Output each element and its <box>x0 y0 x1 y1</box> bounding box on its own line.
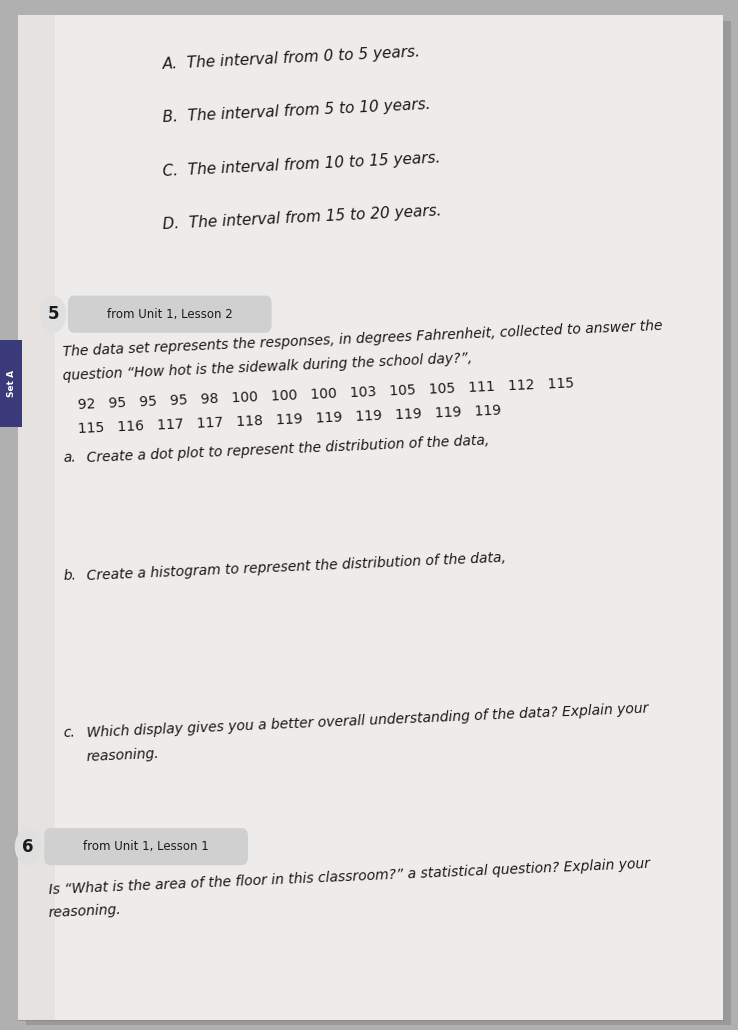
Circle shape <box>15 828 41 865</box>
Text: C.  The interval from 10 to 15 years.: C. The interval from 10 to 15 years. <box>162 150 441 179</box>
Text: 5: 5 <box>47 305 59 323</box>
Text: b.: b. <box>63 568 77 583</box>
Text: Create a dot plot to represent the distribution of the data,: Create a dot plot to represent the distr… <box>86 434 489 466</box>
Text: c.: c. <box>63 725 75 741</box>
Text: The data set represents the responses, in degrees Fahrenheit, collected to answe: The data set represents the responses, i… <box>63 319 663 359</box>
Text: question “How hot is the sidewalk during the school day?”,: question “How hot is the sidewalk during… <box>63 351 473 383</box>
FancyBboxPatch shape <box>68 296 272 333</box>
Text: 6: 6 <box>22 837 34 856</box>
Text: D.  The interval from 15 to 20 years.: D. The interval from 15 to 20 years. <box>162 204 442 233</box>
Text: 92   95   95   95   98   100   100   100   103   105   105   111   112   115: 92 95 95 95 98 100 100 100 103 105 105 1… <box>77 376 574 412</box>
FancyBboxPatch shape <box>0 340 22 427</box>
Text: B.  The interval from 5 to 10 years.: B. The interval from 5 to 10 years. <box>162 97 431 126</box>
Text: reasoning.: reasoning. <box>86 747 160 764</box>
FancyBboxPatch shape <box>18 15 723 1020</box>
Text: Which display gives you a better overall understanding of the data? Explain your: Which display gives you a better overall… <box>86 701 649 741</box>
Text: Create a histogram to represent the distribution of the data,: Create a histogram to represent the dist… <box>86 550 506 583</box>
Text: from Unit 1, Lesson 1: from Unit 1, Lesson 1 <box>83 840 209 853</box>
FancyBboxPatch shape <box>18 15 55 1020</box>
Text: Is “What is the area of the floor in this classroom?” a statistical question? Ex: Is “What is the area of the floor in thi… <box>48 857 650 897</box>
FancyBboxPatch shape <box>44 828 248 865</box>
Text: from Unit 1, Lesson 2: from Unit 1, Lesson 2 <box>107 308 232 320</box>
Text: 115   116   117   117   118   119   119   119   119   119   119: 115 116 117 117 118 119 119 119 119 119 … <box>77 404 501 437</box>
Text: a.: a. <box>63 450 76 466</box>
Text: reasoning.: reasoning. <box>48 903 122 921</box>
FancyBboxPatch shape <box>26 21 731 1025</box>
Text: A.  The interval from 0 to 5 years.: A. The interval from 0 to 5 years. <box>162 44 421 72</box>
Circle shape <box>40 296 66 333</box>
Text: Set A: Set A <box>7 370 15 398</box>
